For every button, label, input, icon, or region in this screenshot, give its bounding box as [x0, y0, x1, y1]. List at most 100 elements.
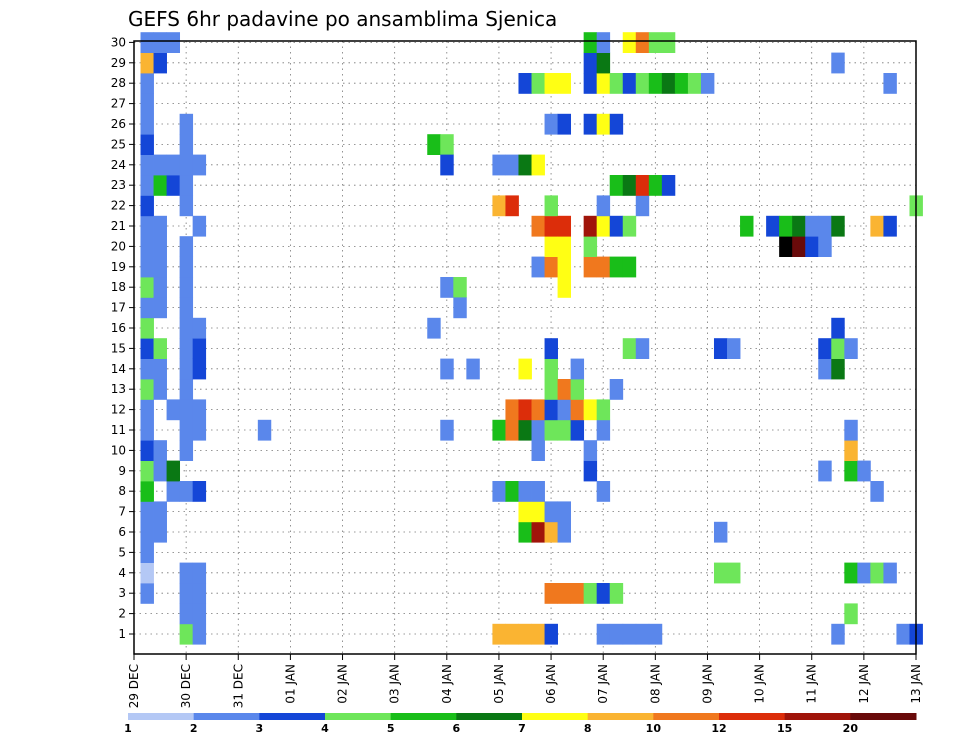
precip-cell	[166, 154, 181, 176]
precip-cell	[179, 256, 194, 278]
precip-cell	[179, 317, 194, 339]
precip-cell	[192, 481, 207, 502]
precip-cell	[687, 73, 702, 94]
x-tick-label: 04 JAN	[440, 664, 454, 704]
precip-cell	[505, 481, 519, 502]
precip-cell	[870, 481, 884, 502]
precip-cell	[179, 562, 194, 584]
y-tick-label: 26	[111, 117, 126, 131]
precip-cell	[635, 623, 650, 645]
precip-cell	[140, 195, 154, 217]
y-tick-label: 28	[111, 76, 126, 90]
precip-cell	[179, 175, 194, 196]
precip-cell	[492, 481, 506, 502]
precip-cell	[531, 73, 545, 94]
precip-cell	[140, 562, 154, 584]
colorbar-segment	[522, 713, 589, 720]
colorbar-segment	[719, 713, 786, 720]
precip-cell	[648, 73, 663, 94]
precip-cell	[635, 32, 650, 53]
precip-cell	[727, 562, 741, 584]
precip-cell	[531, 399, 545, 421]
precip-cell	[844, 338, 858, 359]
precip-cell	[179, 603, 194, 625]
precip-cell	[153, 236, 167, 257]
y-tick-label: 3	[118, 586, 126, 600]
precip-cell	[153, 256, 167, 278]
precip-cell	[179, 113, 194, 135]
x-tick-label: 30 DEC	[179, 664, 193, 708]
precip-cell	[805, 236, 819, 257]
colorbar-segment	[850, 713, 917, 720]
colorbar-legend: 1 2 3 4 5 6 7 8 10 12 15 20	[124, 713, 917, 735]
precip-cell	[140, 317, 154, 339]
precip-cell	[140, 277, 154, 298]
y-tick-label: 2	[118, 607, 126, 621]
precip-cell	[831, 358, 845, 380]
precip-cell	[609, 175, 624, 196]
precip-cell	[831, 215, 845, 237]
precip-cell	[544, 623, 558, 645]
precip-cell	[557, 256, 572, 278]
precip-cell	[896, 623, 910, 645]
precip-cell	[818, 215, 832, 237]
precip-cell	[140, 52, 154, 74]
precip-cell	[570, 583, 585, 604]
precip-cell	[583, 440, 598, 461]
precip-cell	[518, 521, 532, 543]
precip-cell	[635, 338, 650, 359]
colorbar-tick-label: 15	[777, 722, 792, 735]
precip-cell	[531, 481, 545, 502]
precip-cell	[179, 481, 194, 502]
precip-cell	[179, 583, 194, 604]
precip-cell	[153, 358, 167, 380]
y-axis-ticks: 1234567891011121314151617181920212223242…	[111, 35, 134, 641]
precip-cell	[179, 236, 194, 257]
precip-cell	[779, 236, 793, 257]
precip-cell	[635, 73, 650, 94]
colorbar-tick-label: 6	[453, 722, 461, 735]
precip-cell	[531, 256, 545, 278]
precip-cell	[583, 460, 598, 482]
precip-cell	[531, 154, 545, 176]
precip-cell	[622, 215, 637, 237]
precip-cell	[583, 73, 598, 94]
precip-cell	[557, 277, 572, 298]
precip-cell	[844, 419, 858, 441]
precip-cell	[570, 399, 585, 421]
y-tick-label: 27	[111, 97, 126, 111]
precip-cell	[140, 460, 154, 482]
precip-cell	[831, 338, 845, 359]
precip-cell	[140, 113, 154, 135]
precip-cell	[557, 379, 572, 400]
y-tick-label: 20	[111, 239, 126, 253]
precip-cell	[831, 623, 845, 645]
precip-cell	[713, 562, 728, 584]
precip-cell	[883, 215, 897, 237]
precip-cell	[153, 52, 167, 74]
precip-cell	[583, 215, 598, 237]
precip-cell	[857, 562, 871, 584]
y-tick-label: 24	[111, 158, 126, 172]
precip-cell	[635, 195, 650, 217]
precip-cell	[531, 215, 545, 237]
y-tick-label: 8	[118, 484, 126, 498]
precip-cell	[179, 134, 194, 155]
precip-cell	[140, 338, 154, 359]
precip-cell	[583, 583, 598, 604]
precip-cell	[622, 338, 637, 359]
precip-cell	[140, 521, 154, 543]
precip-cell	[505, 399, 519, 421]
precip-cell	[583, 236, 598, 257]
y-tick-label: 10	[111, 443, 126, 457]
precip-cell	[583, 399, 598, 421]
precip-cell	[557, 501, 572, 523]
precip-cell	[440, 134, 454, 155]
colorbar-segment	[587, 713, 654, 720]
precip-cell	[557, 583, 572, 604]
y-tick-label: 5	[118, 545, 126, 559]
precip-cell	[140, 542, 154, 563]
precip-cell	[596, 73, 611, 94]
x-tick-label: 09 JAN	[700, 664, 714, 704]
precip-cell	[635, 175, 650, 196]
